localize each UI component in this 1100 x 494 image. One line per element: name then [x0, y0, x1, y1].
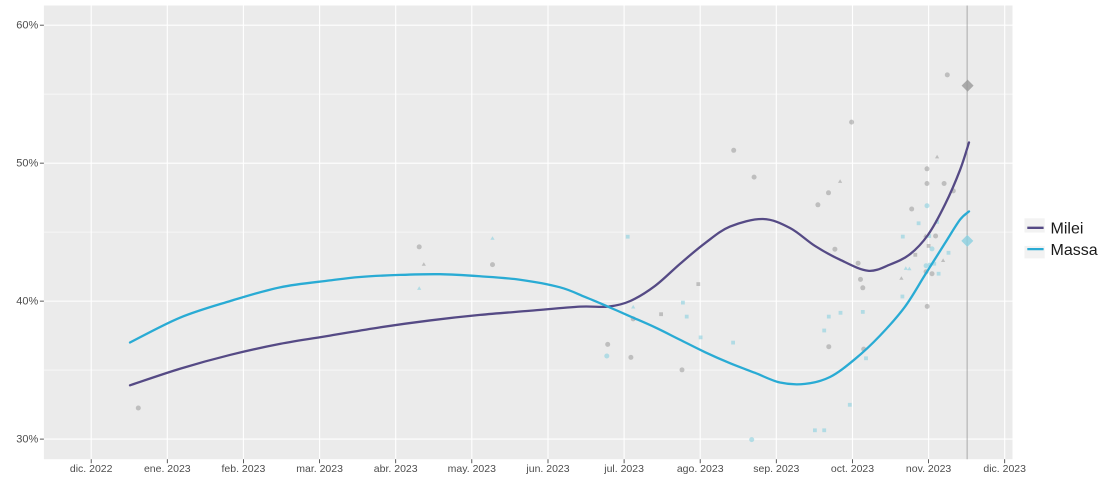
- svg-text:mar. 2023: mar. 2023: [296, 463, 343, 475]
- svg-text:dic. 2023: dic. 2023: [983, 463, 1026, 475]
- svg-text:nov. 2023: nov. 2023: [906, 463, 952, 475]
- svg-text:oct. 2023: oct. 2023: [831, 463, 874, 475]
- svg-text:feb. 2023: feb. 2023: [222, 463, 266, 475]
- svg-text:ene. 2023: ene. 2023: [144, 463, 191, 475]
- svg-text:ago. 2023: ago. 2023: [677, 463, 724, 475]
- svg-text:abr. 2023: abr. 2023: [374, 463, 418, 475]
- svg-text:dic. 2022: dic. 2022: [70, 463, 113, 475]
- svg-text:40%: 40%: [16, 296, 38, 308]
- svg-text:Massa: Massa: [1051, 242, 1098, 259]
- svg-text:Milei: Milei: [1051, 221, 1084, 238]
- svg-text:50%: 50%: [16, 158, 38, 170]
- svg-text:30%: 30%: [16, 434, 38, 446]
- svg-text:60%: 60%: [16, 20, 38, 32]
- svg-text:jul. 2023: jul. 2023: [603, 463, 644, 475]
- svg-text:sep. 2023: sep. 2023: [753, 463, 799, 475]
- svg-text:may. 2023: may. 2023: [448, 463, 496, 475]
- svg-text:jun. 2023: jun. 2023: [525, 463, 569, 475]
